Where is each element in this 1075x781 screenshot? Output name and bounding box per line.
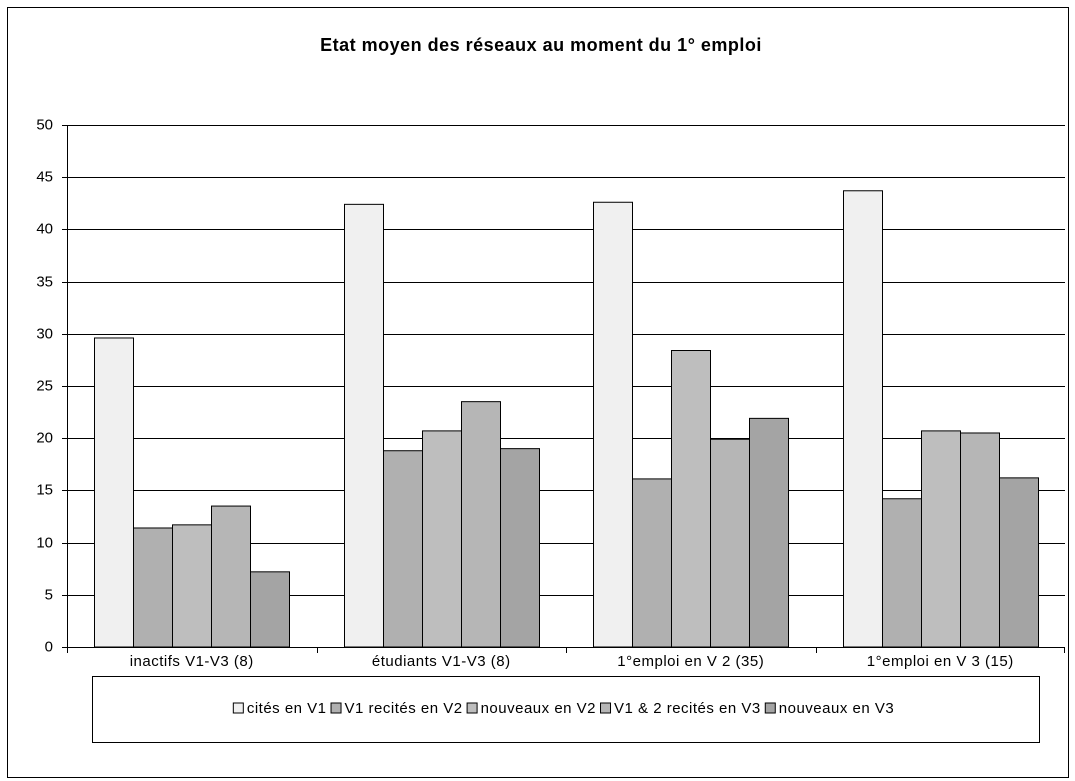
y-tick-label: 5 bbox=[45, 586, 53, 603]
bar bbox=[843, 190, 883, 648]
legend-box bbox=[92, 676, 1040, 743]
legend-label: nouveaux en V3 bbox=[779, 700, 894, 717]
bar bbox=[960, 432, 1000, 648]
bar bbox=[94, 337, 134, 648]
bar bbox=[671, 350, 711, 648]
bar bbox=[250, 571, 290, 648]
bar bbox=[921, 430, 961, 648]
chart-title: Etat moyen des réseaux au moment du 1° e… bbox=[320, 35, 762, 55]
chart-border bbox=[7, 7, 1069, 778]
y-tick-label: 40 bbox=[36, 220, 53, 237]
y-tick-label: 25 bbox=[36, 377, 53, 394]
y-tick-label: 0 bbox=[45, 638, 53, 655]
y-tick-label: 45 bbox=[36, 168, 53, 185]
x-tick-label: 1°emploi en V 2 (35) bbox=[617, 653, 764, 670]
y-tick-label: 20 bbox=[36, 429, 53, 446]
x-tick-label: inactifs V1-V3 (8) bbox=[130, 653, 254, 670]
y-tick-label: 35 bbox=[36, 273, 53, 290]
bar bbox=[593, 201, 633, 648]
bar bbox=[344, 203, 384, 648]
bar bbox=[882, 498, 922, 648]
x-tick-label: étudiants V1-V3 (8) bbox=[372, 653, 511, 670]
y-tick-label: 10 bbox=[36, 534, 53, 551]
legend-swatch bbox=[466, 702, 478, 714]
bar bbox=[632, 478, 672, 648]
bar bbox=[749, 417, 789, 648]
bar bbox=[461, 401, 501, 648]
legend-swatch bbox=[232, 702, 244, 714]
legend-swatch bbox=[600, 702, 612, 714]
legend-swatch bbox=[764, 702, 776, 714]
x-tick-label: 1°emploi en V 3 (15) bbox=[867, 653, 1014, 670]
legend-label: cités en V1 bbox=[247, 700, 327, 717]
legend-swatch bbox=[330, 702, 342, 714]
legend-label: nouveaux en V2 bbox=[481, 700, 596, 717]
legend-label: V1 & 2 recités en V3 bbox=[614, 700, 761, 717]
bar bbox=[133, 527, 173, 648]
bar bbox=[500, 448, 540, 648]
bar bbox=[383, 450, 423, 648]
legend-label: V1 recités en V2 bbox=[345, 700, 463, 717]
bar bbox=[172, 524, 212, 648]
y-tick-label: 50 bbox=[36, 116, 53, 133]
y-tick-label: 30 bbox=[36, 325, 53, 342]
bar bbox=[422, 430, 462, 648]
bar bbox=[710, 438, 750, 648]
bar bbox=[999, 477, 1039, 648]
bar bbox=[211, 505, 251, 648]
y-tick-label: 15 bbox=[36, 481, 53, 498]
